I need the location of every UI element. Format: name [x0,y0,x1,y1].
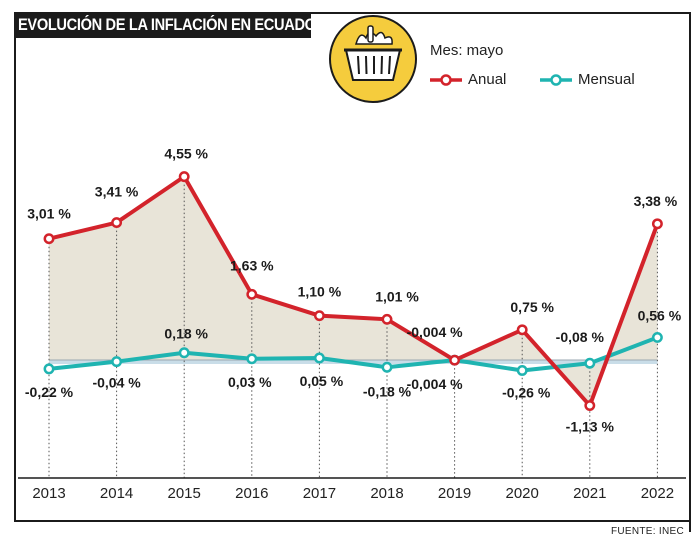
frame-right-rule [689,12,691,532]
x-tick-label-2019: 2019 [438,485,471,502]
anual-point-2020 [516,324,528,336]
frame-left-rule [14,38,16,522]
frame-bottom-rule [14,520,691,522]
anual-data-label-2014: 3,41 % [95,184,139,200]
anual-point-2019 [449,354,461,366]
source-note: FUENTE: INEC [610,526,684,537]
anual-series-line [48,174,660,408]
mensual-data-label-2019: -0,004 % [407,376,464,392]
x-tick-label-2016: 2016 [235,485,268,502]
anual-point-2021 [584,400,596,411]
anual-point-2018 [381,313,393,325]
x-tick-label-2020: 2020 [506,485,539,502]
mensual-data-label-2016: 0,03 % [228,374,272,390]
anual-data-label-2022: 3,38 % [634,193,678,209]
anual-point-2014 [111,217,123,229]
anual-data-label-2020: 0,75 % [510,299,554,315]
anual-point-2022 [651,218,663,230]
chart-subtitle: Mes: mayo [430,42,504,59]
anual-point-2013 [43,233,55,245]
anual-area-fill [49,176,658,406]
anual-point-2017 [313,310,325,322]
x-tick-label-2022: 2022 [641,485,674,502]
mensual-data-label-2013: -0,22 % [25,384,74,400]
mensual-point-2017 [313,352,325,364]
legend-label-mensual: Mensual [578,71,635,88]
mensual-data-label-2020: -0,26 % [502,384,551,400]
mensual-point-2021 [584,357,596,369]
legend-label-anual: Anual [468,71,507,88]
frame-top-rule [311,12,691,14]
mensual-data-label-2018: -0,18 % [363,383,412,399]
mensual-point-2020 [516,365,528,376]
chart-title: EVOLUCIÓN DE LA INFLACIÓN EN ECUADOR [18,15,326,34]
mensual-point-2016 [246,353,258,365]
mensual-point-2022 [651,331,663,343]
x-tick-label-2013: 2013 [32,485,65,502]
x-tick-label-2014: 2014 [100,485,133,502]
mensual-data-label-2017: 0,05 % [300,373,344,389]
mensual-point-2013 [43,363,55,375]
mensual-point-2015 [178,347,190,359]
mensual-point-2018 [381,361,393,373]
x-tick-label-2018: 2018 [370,485,403,502]
legend-swatch-mensual [540,74,572,86]
x-tick-label-2021: 2021 [573,485,606,502]
anual-data-label-2017: 1,10 % [298,284,342,300]
x-tick-label-2017: 2017 [303,485,336,502]
anual-point-2016 [246,288,258,300]
mensual-data-label-2015: 0,18 % [164,326,208,342]
anual-data-label-2019: -0,004 % [407,324,464,340]
title-bar [14,12,311,38]
shopping-basket-icon [329,15,417,103]
legend-swatch-anual [430,74,462,86]
x-tick-label-2015: 2015 [168,485,201,502]
mensual-point-2014 [111,356,123,368]
anual-data-label-2013: 3,01 % [27,206,71,222]
mensual-data-label-2014: -0,04 % [92,375,141,391]
anual-data-label-2015: 4,55 % [164,146,208,162]
mensual-data-label-2021: -0,08 % [556,329,605,345]
anual-data-label-2021: -1,13 % [566,419,615,435]
anual-point-2015 [178,171,190,183]
anual-data-label-2018: 1,01 % [375,288,419,304]
mensual-data-label-2022: 0,56 % [638,307,682,323]
anual-data-label-2016: 1,63 % [230,257,274,273]
